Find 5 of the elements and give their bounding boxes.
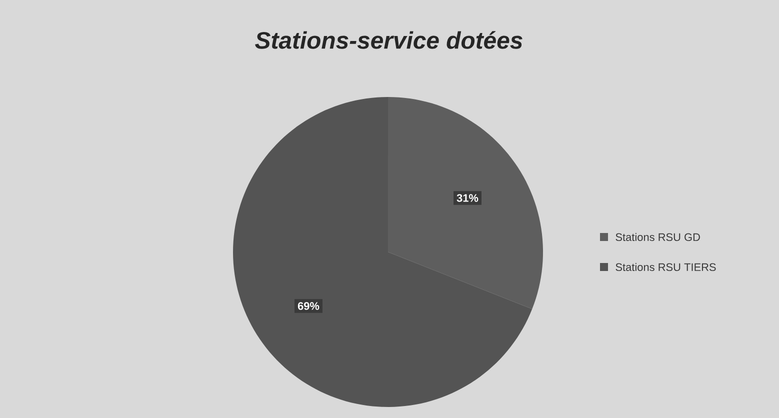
data-label: 31% <box>456 194 478 202</box>
legend-label: Stations RSU TIERS <box>616 262 716 272</box>
legend-label: Stations RSU GD <box>616 232 700 242</box>
chart-title: Stations-service dotées <box>255 31 522 49</box>
data-label: 69% <box>298 302 320 310</box>
